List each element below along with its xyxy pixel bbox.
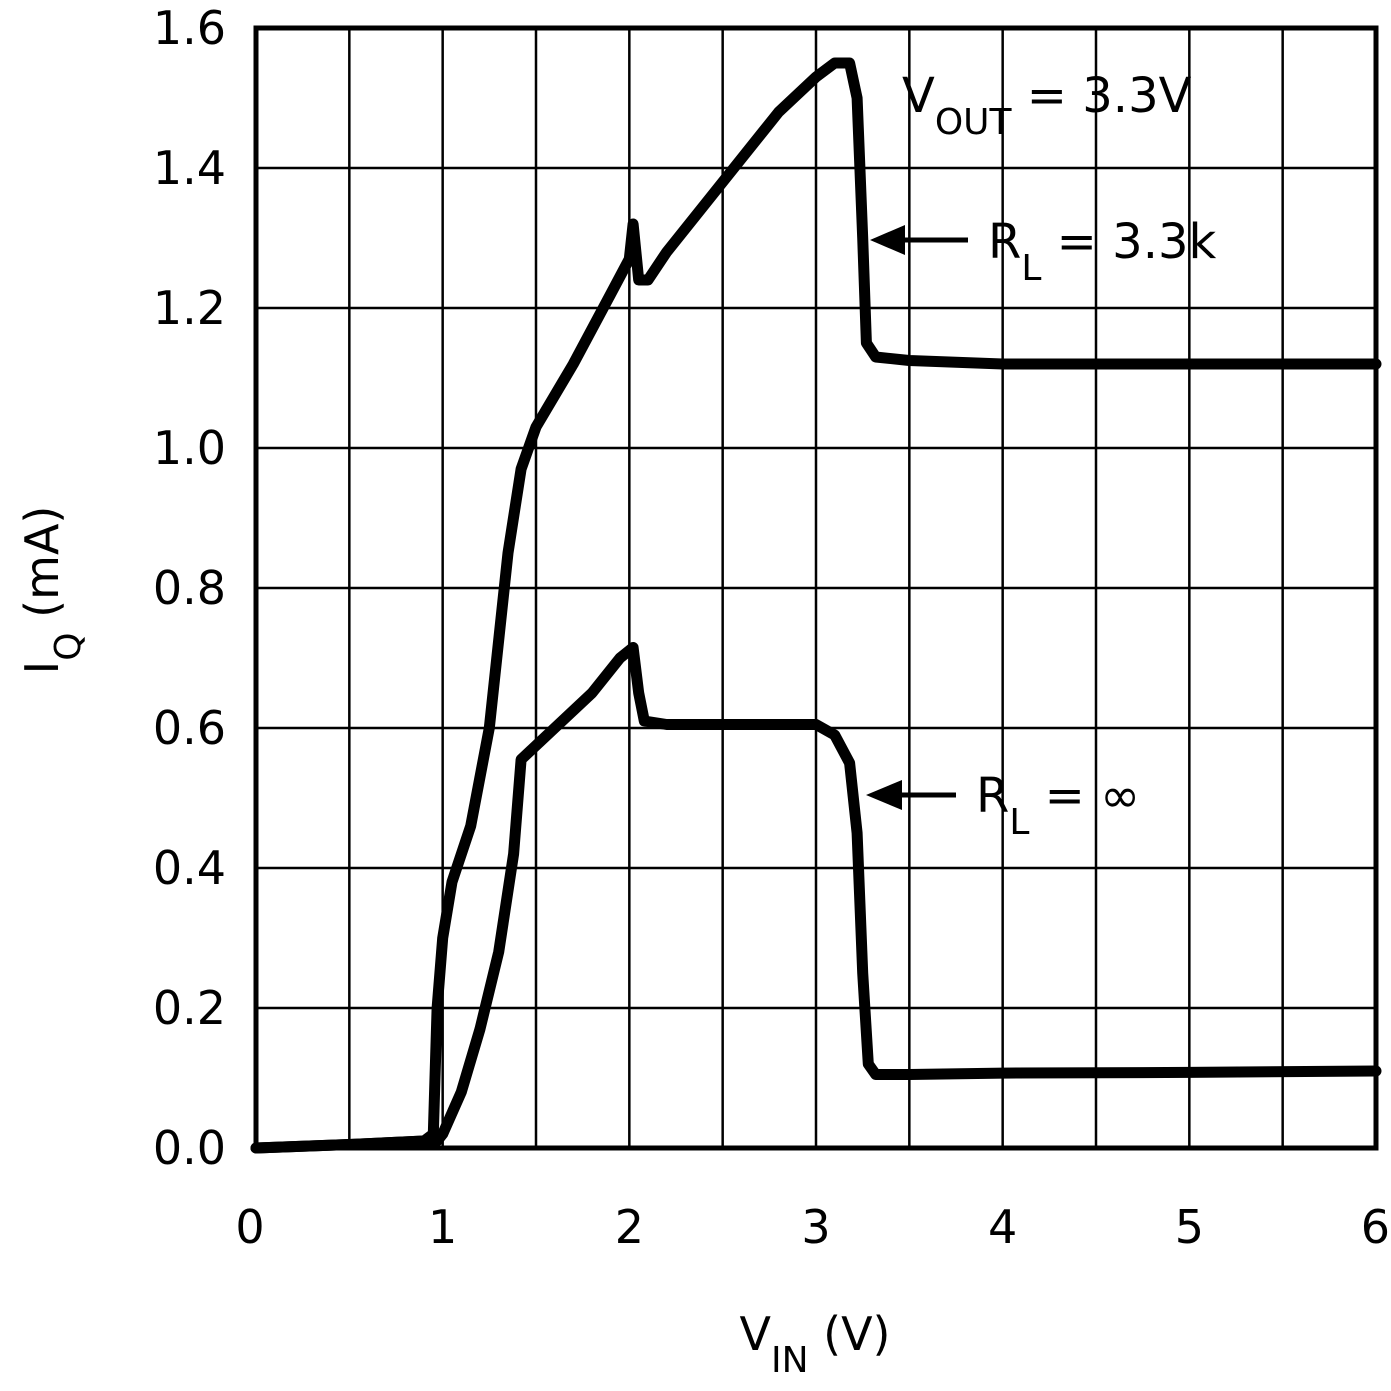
y-tick-label: 0.4 <box>153 841 226 895</box>
y-tick-label: 0.8 <box>153 561 226 615</box>
x-tick-label: 3 <box>801 1200 830 1254</box>
x-tick-label: 1 <box>428 1200 457 1254</box>
y-tick-label: 1.0 <box>153 421 226 475</box>
series-line-rl-inf <box>250 642 1382 1154</box>
arrow-head-icon <box>866 780 902 810</box>
y-tick-label: 0.2 <box>153 981 226 1035</box>
x-tick-label: 6 <box>1361 1200 1390 1254</box>
series-line-rl-3-3k <box>250 57 1382 1154</box>
x-axis-label: VIN (V) <box>740 1307 891 1381</box>
y-tick-label: 1.2 <box>153 281 226 335</box>
plot-frame <box>253 25 1379 1151</box>
condition-label: VOUT = 3.3V <box>902 68 1192 143</box>
series-layer <box>250 57 1382 1154</box>
y-axis-label: IQ (mA) <box>15 506 89 675</box>
x-tick-label: 2 <box>615 1200 644 1254</box>
y-tick-label: 0.0 <box>153 1121 226 1175</box>
y-tick-label: 1.6 <box>153 1 226 55</box>
y-tick-label: 0.6 <box>153 701 226 755</box>
series-label-rl-3-3k: RL = 3.3k <box>988 214 1216 289</box>
x-tick-label: 0 <box>235 1200 264 1254</box>
arrow-head-icon <box>870 225 905 255</box>
annotation-rl-3-3k: RL = 3.3k <box>870 214 1216 289</box>
grid <box>254 26 1378 1150</box>
y-tick-label: 1.4 <box>153 141 226 195</box>
x-tick-label: 5 <box>1175 1200 1204 1254</box>
x-tick-label: 4 <box>988 1200 1017 1254</box>
tick-labels: 0 1 2 3 4 5 6 0.0 0.2 0.4 0.6 0.8 1.0 1.2 1.4 1.6 <box>153 1 1390 1254</box>
annotation-rl-inf: RL = ∞ <box>866 768 1140 843</box>
series-label-rl-inf: RL = ∞ <box>976 768 1140 843</box>
